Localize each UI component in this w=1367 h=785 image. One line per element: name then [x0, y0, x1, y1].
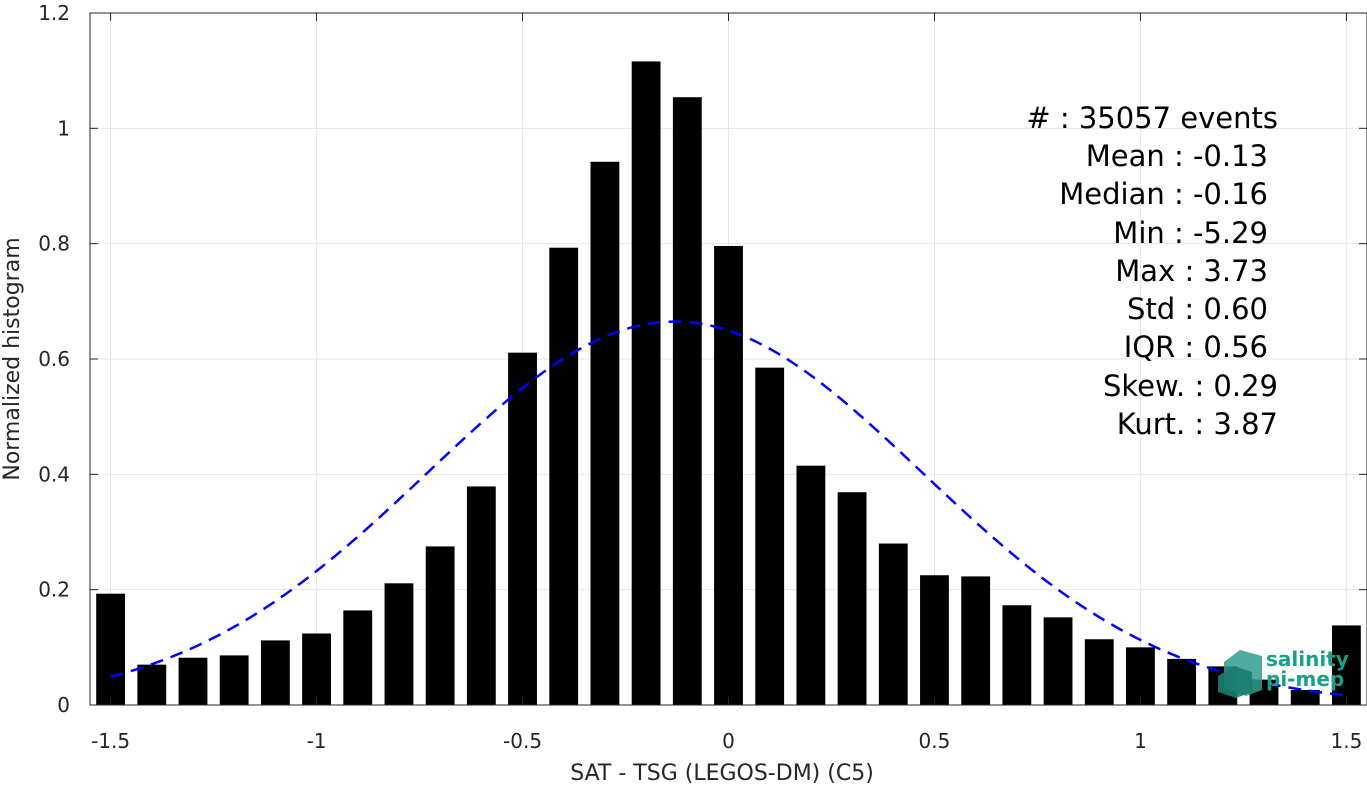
histogram-bar	[796, 465, 826, 705]
stat-line: Mean : -0.13	[1086, 139, 1268, 173]
histogram-bar	[1126, 647, 1155, 705]
stat-line: Std : 0.60	[1127, 292, 1268, 326]
logo-mark-icon	[1218, 650, 1262, 698]
histogram-bar	[1002, 605, 1032, 705]
y-axis-label: Normalized histogram	[0, 237, 25, 480]
y-tick-label: 1.2	[38, 1, 70, 25]
stat-line: Max : 3.73	[1115, 254, 1268, 288]
stat-line: Median : -0.16	[1059, 177, 1268, 211]
histogram-bar	[1331, 625, 1361, 705]
statistics-annotations: # : 35057 events Mean : -0.13 Median : -0.…	[1026, 101, 1278, 441]
histogram-bar	[590, 161, 620, 705]
stat-line: # : 35057 events	[1026, 101, 1278, 135]
histogram-bar	[425, 546, 455, 705]
y-tick-label: 1	[57, 116, 70, 140]
x-tick-label: 1.5	[1330, 729, 1362, 753]
stat-line: Kurt. : 3.87	[1117, 407, 1278, 441]
x-tick-label: -1.5	[91, 729, 130, 753]
stat-line: Skew. : 0.29	[1103, 369, 1278, 403]
histogram-bar	[714, 245, 743, 705]
histogram-bar	[302, 633, 331, 705]
histogram-bar	[961, 576, 991, 705]
normal-fit-curve	[110, 320, 1347, 697]
histogram-bar	[1043, 617, 1073, 705]
x-tick-label: -0.5	[503, 729, 542, 753]
histogram-bar	[1167, 658, 1197, 705]
histogram-bar	[1084, 639, 1114, 705]
logo-text-salinity: salinity	[1266, 647, 1349, 671]
histogram-bar	[549, 247, 579, 705]
histogram-bar	[837, 492, 867, 705]
x-axis-label: SAT - TSG (LEGOS-DM) (C5)	[570, 761, 874, 785]
y-tick-label: 0	[57, 693, 70, 717]
histogram-bar	[260, 640, 290, 705]
bars	[96, 61, 1361, 705]
histogram-bar	[878, 543, 908, 705]
histogram-bar	[920, 575, 949, 705]
histogram-bar	[466, 486, 496, 705]
histogram-bar	[96, 593, 126, 705]
histogram-bar	[1290, 690, 1320, 705]
histogram-bar	[755, 367, 785, 705]
x-tick-label: 0.5	[919, 729, 951, 753]
salinity-pimep-logo: salinity pi-mep	[1218, 647, 1349, 698]
axis-ticks: -1.5 -1 -0.5 0 0.5 1 1.5 0 0.2 0.4 0.6 0.8 1 1.2	[38, 1, 1367, 753]
histogram-bar	[219, 655, 249, 705]
stat-line: Min : -5.29	[1113, 216, 1268, 250]
y-tick-label: 0.2	[38, 578, 70, 602]
histogram-bar	[672, 97, 702, 705]
x-tick-label: -1	[307, 729, 327, 753]
logo-text-pimep: pi-mep	[1266, 667, 1344, 691]
histogram-bar	[137, 664, 167, 705]
histogram-bar	[178, 657, 208, 705]
x-tick-label: 1	[1134, 729, 1147, 753]
y-tick-label: 0.4	[38, 462, 70, 486]
histogram-bar	[508, 352, 537, 705]
histogram-bar	[384, 583, 414, 705]
histogram-bar	[343, 610, 373, 705]
x-tick-label: 0	[722, 729, 735, 753]
y-tick-label: 0.8	[38, 232, 70, 256]
stat-line: IQR : 0.56	[1124, 330, 1268, 364]
y-tick-label: 0.6	[38, 347, 70, 371]
histogram-bar	[631, 61, 661, 705]
